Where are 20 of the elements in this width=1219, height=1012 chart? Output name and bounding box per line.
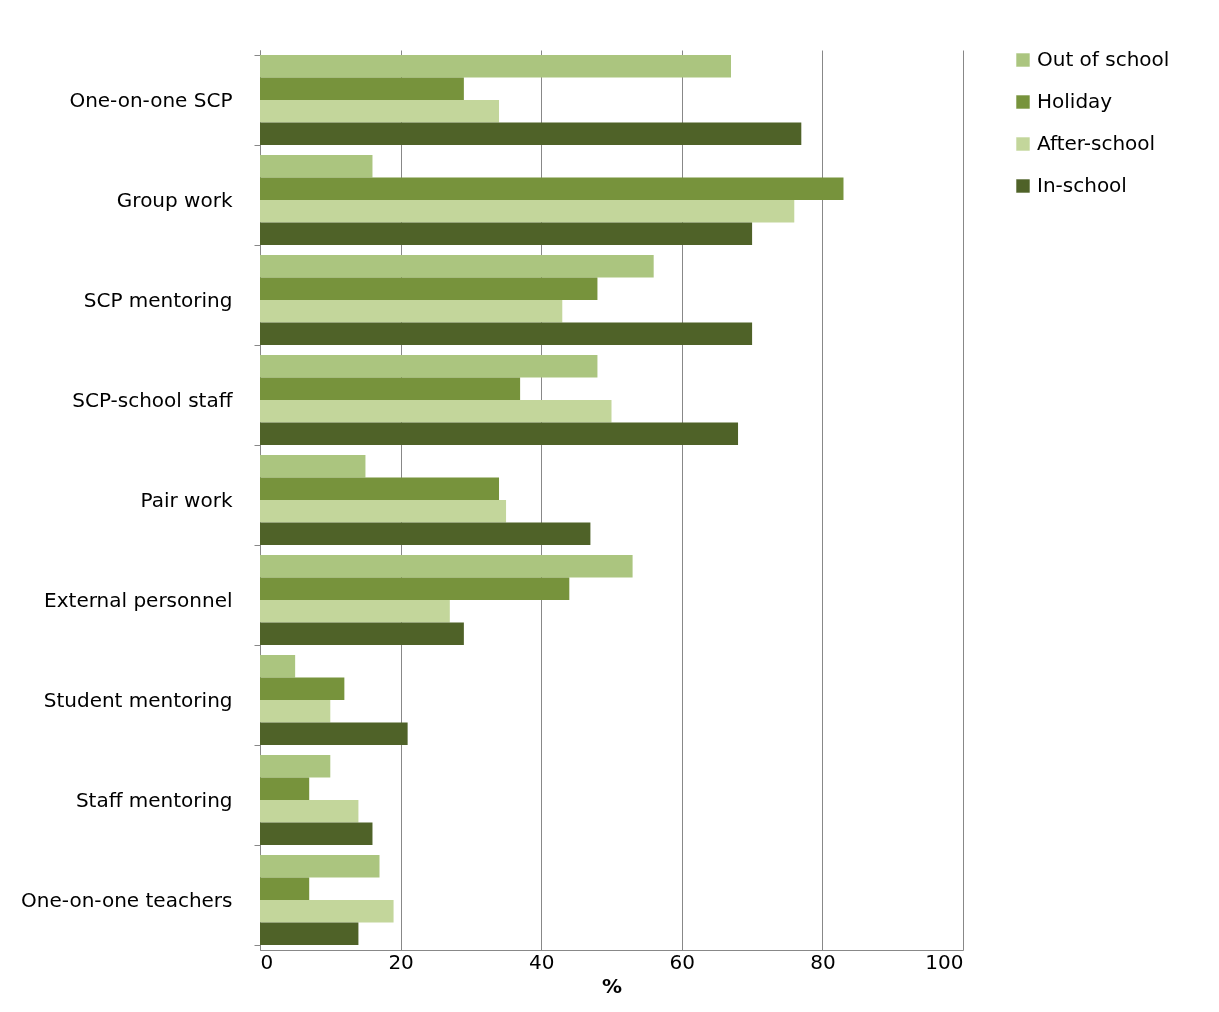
x-tick-label: 60 (669, 949, 696, 974)
x-tick-label: 40 (528, 949, 555, 974)
y-tick-label: SCP mentoring (83, 287, 233, 312)
x-axis-title: % (601, 973, 623, 998)
x-tick-label: 20 (388, 949, 414, 974)
x-tick-label: 100 (925, 949, 964, 974)
y-tick-label: External personnel (44, 587, 233, 612)
y-tick-label: Pair work (140, 487, 233, 512)
y-tick-label: Group work (116, 187, 233, 212)
legend-label: Out of school (1037, 47, 1170, 71)
x-tick-label: 80 (810, 949, 836, 974)
y-tick-label: One-on-one teachers (21, 887, 233, 912)
legend-label: Holiday (1037, 89, 1113, 113)
y-tick-label: Student mentoring (43, 687, 233, 712)
x-tick-label: 0 (260, 949, 274, 974)
y-tick-label: SCP-school staff (72, 387, 234, 412)
y-tick-label: Staff mentoring (75, 787, 233, 812)
legend-label: After-school (1037, 131, 1156, 155)
y-tick-label: One-on-one SCP (69, 87, 233, 112)
legend-label: In-school (1037, 173, 1127, 197)
